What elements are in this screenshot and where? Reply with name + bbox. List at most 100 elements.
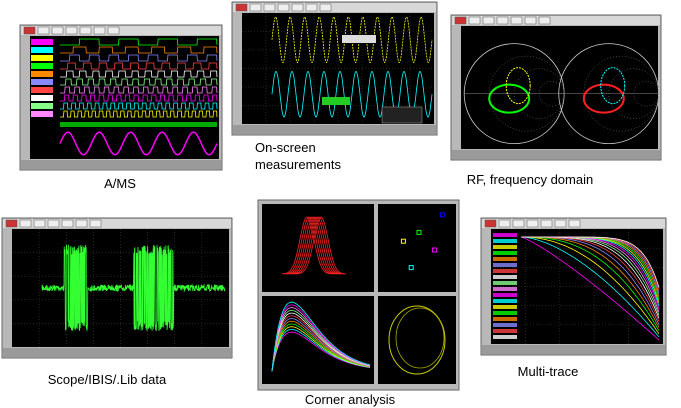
response-curve [505, 67, 531, 105]
tool-icon [540, 219, 553, 228]
caption: A/MS [104, 176, 136, 191]
tool-icon [454, 16, 467, 25]
tool-icon [89, 219, 102, 228]
trace-label [31, 87, 53, 93]
waveform [60, 78, 218, 86]
response-curve [582, 83, 625, 114]
trace-label [31, 103, 53, 109]
trace-label [493, 257, 517, 261]
trace-label [493, 323, 517, 327]
waveform [271, 331, 371, 372]
waveform [60, 102, 218, 110]
tool-icon [93, 26, 106, 35]
caption: On-screen [255, 140, 316, 155]
tool-icon [19, 219, 32, 228]
waveform [293, 216, 345, 275]
caption: RF, frequency domain [467, 172, 593, 187]
toolbar [233, 3, 436, 12]
waveform [60, 70, 218, 78]
response-curve [600, 67, 626, 105]
caption: Multi-trace [518, 364, 579, 379]
tool-icon [524, 16, 537, 25]
tool-icon [79, 26, 92, 35]
tool-icon [277, 3, 290, 12]
toolbar [21, 26, 221, 35]
waveform [271, 309, 371, 372]
tool-icon [512, 219, 525, 228]
caption: measurements [255, 157, 341, 172]
trace-label [31, 47, 53, 53]
loop-curve [388, 305, 446, 375]
waveform [295, 216, 347, 275]
loop-curve [395, 307, 445, 369]
waveform [291, 216, 343, 275]
status-bar [233, 125, 436, 134]
trace-label [493, 269, 517, 273]
trace-label [31, 111, 53, 117]
waveform [59, 131, 218, 156]
trace-label [493, 281, 517, 285]
trace-label [31, 55, 53, 61]
waveform [271, 312, 371, 372]
trace-label [493, 305, 517, 309]
trace-label [31, 95, 53, 101]
waveform [60, 46, 218, 54]
waveform [521, 236, 660, 331]
trace-label [31, 39, 53, 45]
trace-label [31, 63, 53, 69]
tool-icon [51, 26, 64, 35]
waveform [60, 86, 218, 94]
waveform [271, 326, 371, 372]
tool-icon [482, 16, 495, 25]
scatter-point [408, 265, 414, 271]
waveform [283, 216, 335, 275]
trace-label [493, 299, 517, 303]
waveform [60, 110, 218, 118]
tool-icon [263, 3, 276, 12]
tool-icon [319, 3, 332, 12]
tool-icon [554, 219, 567, 228]
measure-box [322, 97, 350, 105]
trace-label [493, 245, 517, 249]
waveform [285, 216, 337, 275]
tool-icon [107, 26, 120, 35]
tool-icon [291, 3, 304, 12]
waveform [289, 216, 341, 275]
trace-label [493, 311, 517, 315]
tool-icon [5, 219, 18, 228]
trace-label [493, 263, 517, 267]
tool-icon [305, 3, 318, 12]
status-bar [452, 150, 660, 159]
trace-label [493, 317, 517, 321]
response-curve [488, 83, 531, 114]
scatter-point [439, 212, 445, 218]
trace-label [493, 329, 517, 333]
caption: Corner analysis [305, 392, 396, 407]
toolbar [452, 16, 660, 25]
waveform [60, 54, 218, 62]
waveform [60, 62, 218, 70]
trace-label [31, 79, 53, 85]
plot-area [378, 204, 456, 292]
waveform [520, 236, 660, 341]
tool-icon [498, 219, 511, 228]
tool-icon [47, 219, 60, 228]
waveform [281, 216, 333, 275]
tool-icon [235, 3, 248, 12]
tool-icon [75, 219, 88, 228]
waveform [60, 94, 218, 102]
tool-icon [65, 26, 78, 35]
waveform [271, 323, 371, 372]
waveform [287, 216, 339, 275]
plot-area [378, 296, 456, 384]
tool-icon [510, 16, 523, 25]
trace-label [493, 233, 517, 237]
tool-icon [61, 219, 74, 228]
trace-label [493, 293, 517, 297]
tool-icon [526, 219, 539, 228]
tool-icon [496, 16, 509, 25]
plot-area [491, 229, 663, 344]
scatter-point [416, 229, 422, 235]
waveform [271, 315, 371, 372]
waveform [520, 236, 660, 338]
